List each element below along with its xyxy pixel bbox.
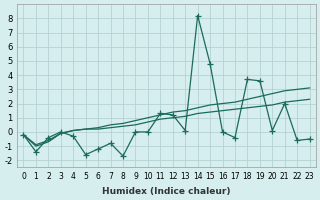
X-axis label: Humidex (Indice chaleur): Humidex (Indice chaleur) [102,187,231,196]
